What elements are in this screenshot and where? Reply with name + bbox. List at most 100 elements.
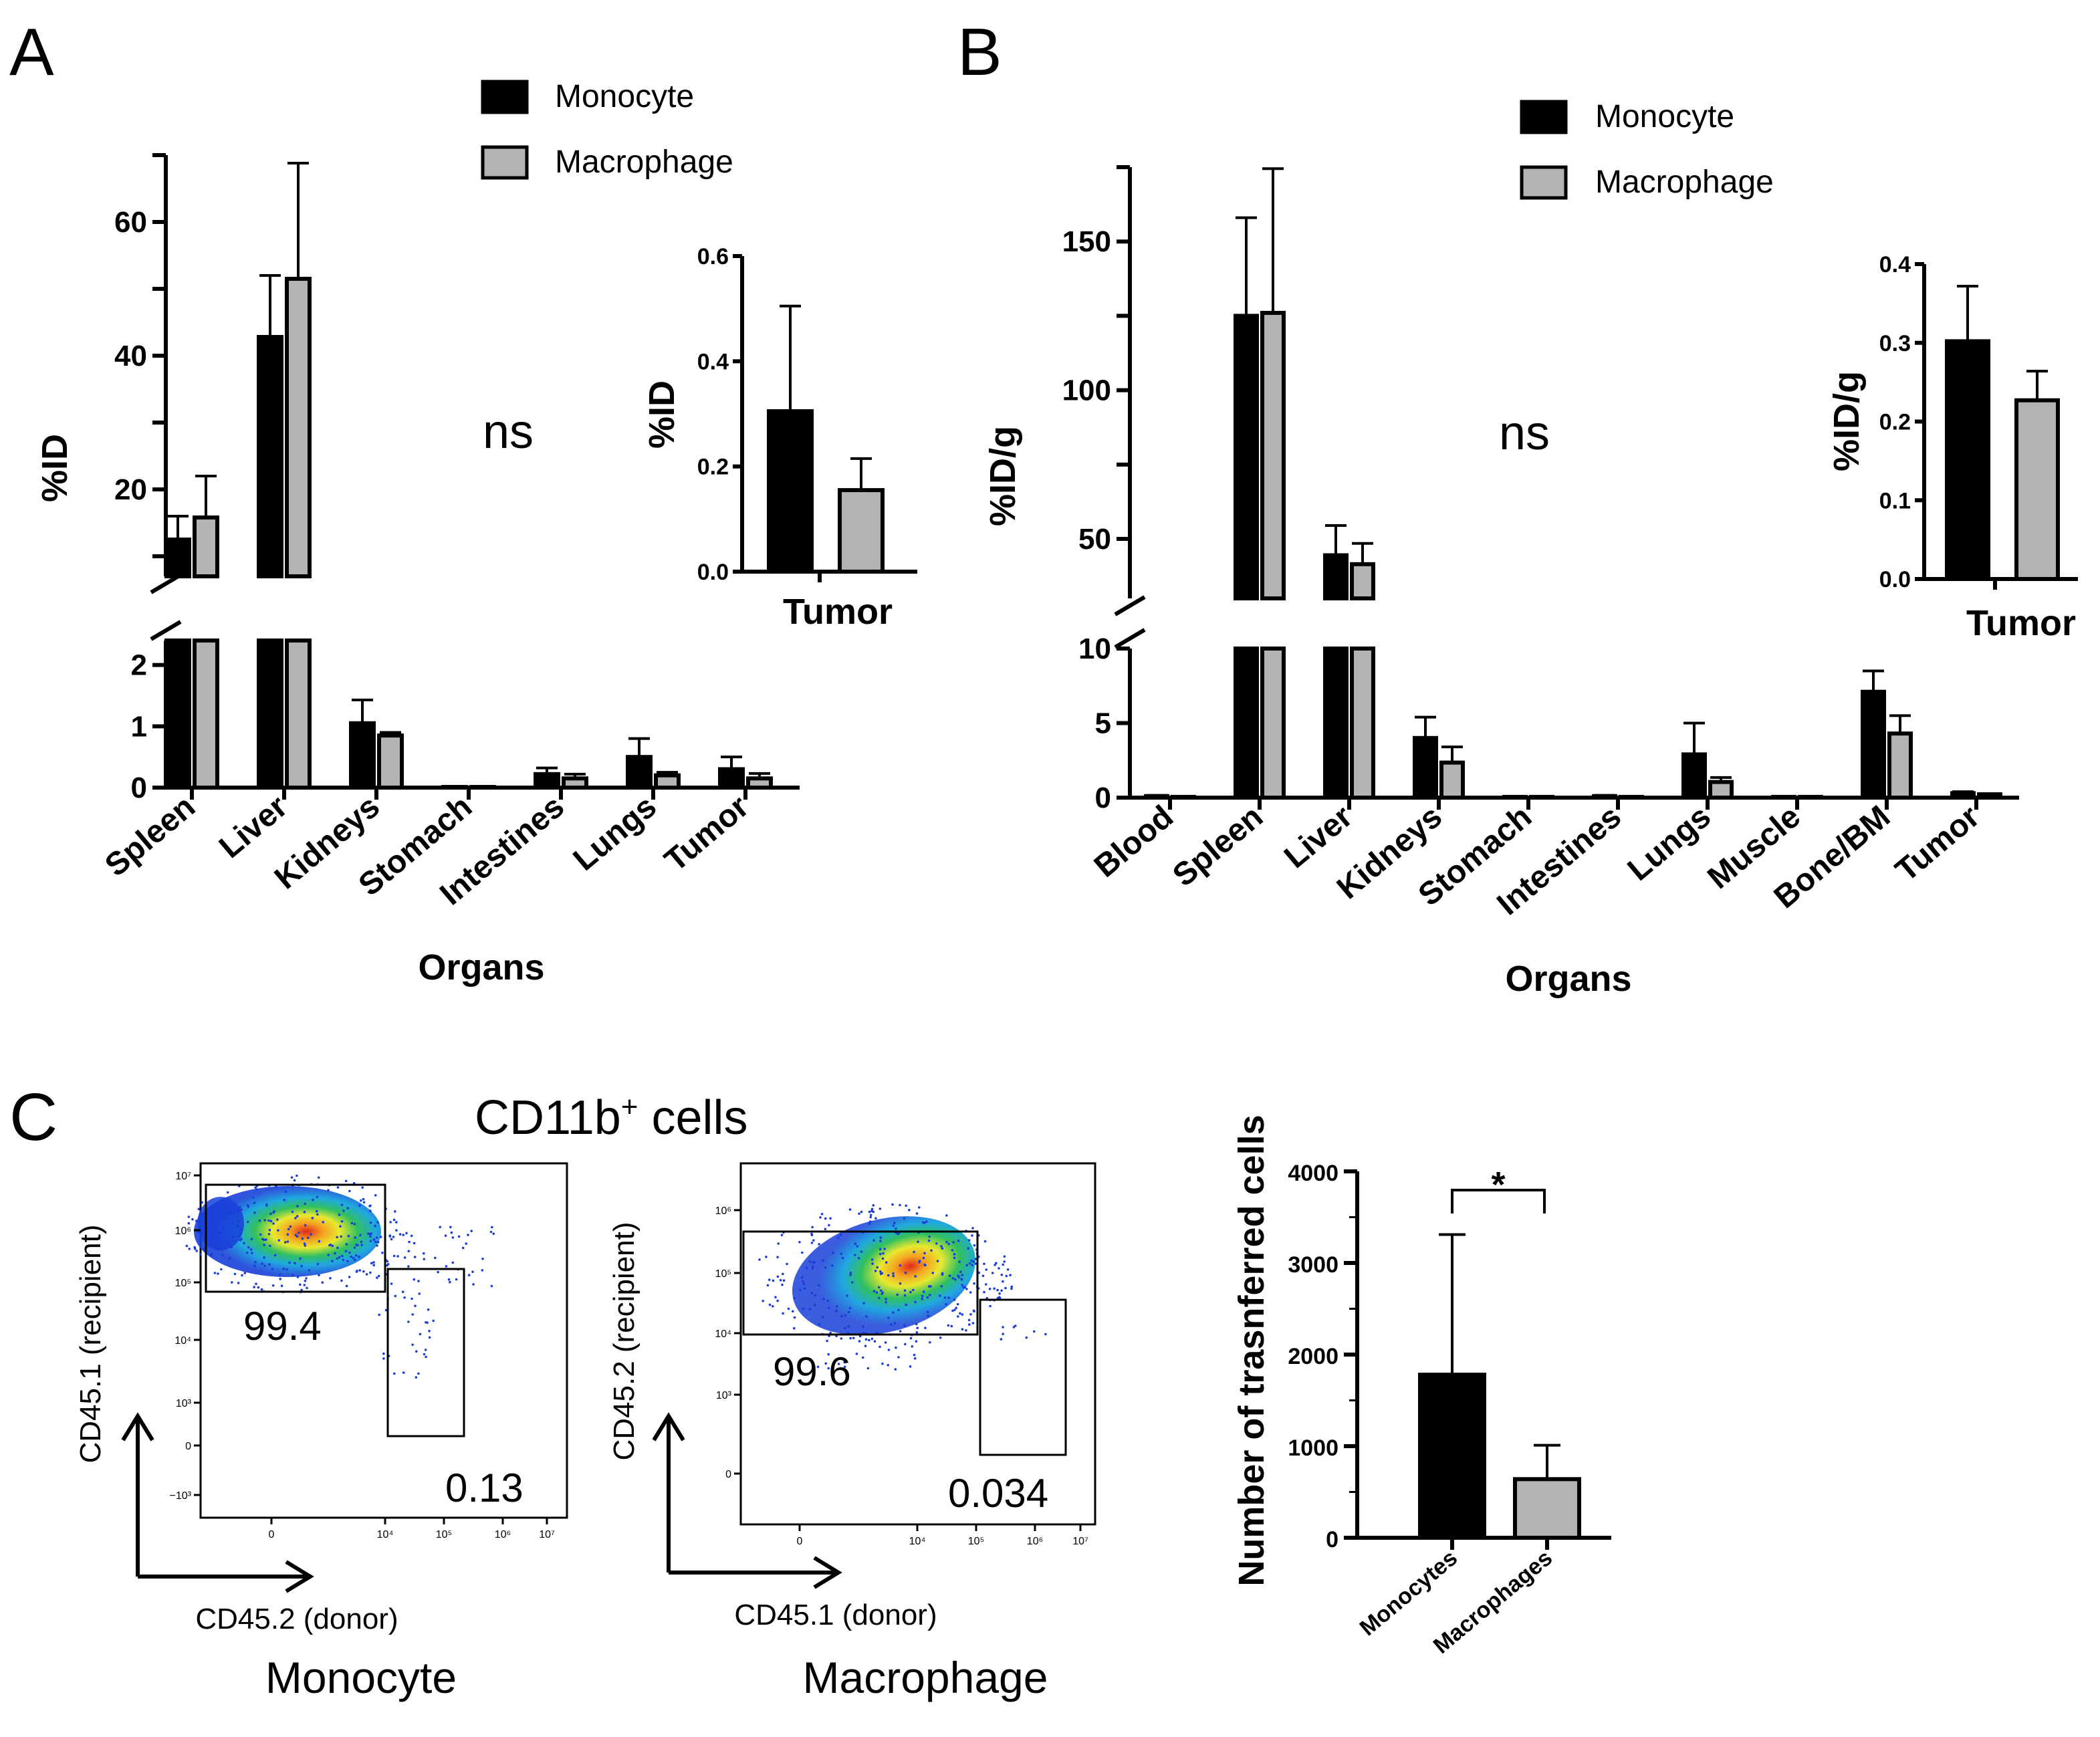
- flow-event-dot: [228, 1211, 231, 1213]
- flow-event-dot: [407, 1320, 410, 1323]
- flow-y-tick-label: 10⁴: [715, 1328, 731, 1340]
- flow-event-dot: [217, 1211, 220, 1215]
- flow-event-dot: [959, 1270, 962, 1273]
- flow-event-dot: [927, 1285, 931, 1288]
- flow-event-dot: [423, 1353, 426, 1356]
- flow-plot-2-gate-recipient: [742, 1230, 979, 1336]
- flow-event-dot: [930, 1249, 933, 1252]
- flow-event-dot: [953, 1253, 956, 1256]
- flow-event-dot: [974, 1262, 977, 1265]
- flow-event-dot: [820, 1213, 824, 1215]
- flow-event-dot: [195, 1220, 198, 1222]
- flow-event-dot: [947, 1242, 950, 1246]
- flow-event-dot: [776, 1275, 780, 1278]
- panel-label-b: B: [957, 15, 1002, 90]
- flow-event-dot: [973, 1244, 976, 1247]
- flow-event-dot: [457, 1235, 461, 1238]
- flow-event-dot: [358, 1256, 360, 1258]
- flow-event-dot: [277, 1229, 279, 1232]
- flow-plot-2-x-arrowhead: [813, 1556, 842, 1589]
- flow-event-dot: [993, 1287, 996, 1290]
- flow-event-dot: [369, 1240, 372, 1243]
- B-inset-y-tick-label: 0.3: [1879, 331, 1911, 356]
- flow-event-dot: [911, 1345, 914, 1348]
- flow-event-dot: [858, 1212, 860, 1215]
- flow-event-dot: [843, 1361, 846, 1364]
- flow-event-dot: [336, 1246, 339, 1250]
- flow-event-dot: [299, 1257, 302, 1260]
- flow-event-dot: [472, 1283, 475, 1286]
- flow-event-dot: [467, 1234, 469, 1236]
- B-bar-monocyte-lungs: [1681, 752, 1707, 800]
- flow-event-dot: [291, 1210, 294, 1213]
- flow-event-dot: [296, 1235, 299, 1238]
- flow-event-dot: [870, 1258, 874, 1261]
- legend-b-macrophage-swatch: [1520, 165, 1568, 200]
- flow-event-dot: [200, 1233, 203, 1236]
- flow-event-dot: [376, 1221, 379, 1224]
- flow-event-dot: [368, 1233, 372, 1236]
- flow-event-dot: [221, 1248, 224, 1251]
- flow-event-dot: [965, 1264, 968, 1267]
- flow-plot-2-y-axis-label: CD45.2 (recipient): [608, 1222, 640, 1460]
- flow-event-dot: [331, 1244, 334, 1248]
- flow-event-dot: [915, 1322, 918, 1326]
- flow-event-dot: [212, 1233, 215, 1236]
- flow-event-dot: [428, 1330, 431, 1333]
- flow-event-dot: [481, 1269, 484, 1272]
- A-bar-monocyte-lungs: [626, 755, 653, 790]
- flow-event-dot: [808, 1308, 811, 1310]
- flow-event-dot: [939, 1294, 941, 1297]
- flow-event-dot: [1009, 1274, 1012, 1276]
- flow-event-dot: [253, 1201, 256, 1204]
- flow-event-dot: [909, 1290, 912, 1294]
- legend-a-macrophage-label: Macrophage: [555, 144, 733, 180]
- flow-event-dot: [296, 1215, 299, 1218]
- B-axis-break-upper: [1114, 595, 1146, 616]
- flow-event-dot: [294, 1217, 297, 1220]
- flow-event-dot: [879, 1252, 882, 1256]
- A-inset-bar-monocyte: [767, 409, 814, 574]
- flow-event-dot: [331, 1260, 334, 1262]
- flow-event-dot: [811, 1265, 814, 1268]
- flow-x-tick-label: 10⁶: [495, 1529, 511, 1540]
- flow-event-dot: [852, 1337, 855, 1339]
- flow-event-dot: [316, 1213, 319, 1216]
- flow-event-dot: [336, 1186, 340, 1189]
- flow-event-dot: [772, 1279, 775, 1282]
- flow-event-dot: [945, 1303, 947, 1306]
- flow-event-dot: [347, 1235, 350, 1238]
- panel-c-title: CD11b+ cells: [475, 1090, 748, 1145]
- flow-event-dot: [968, 1323, 971, 1326]
- A-bar-macrophage-liver-upper: [285, 277, 312, 578]
- A-y-tick-label-upper: 40: [114, 340, 147, 372]
- flow-event-dot: [398, 1233, 402, 1236]
- flow-event-dot: [953, 1256, 956, 1260]
- flow-event-dot: [824, 1362, 827, 1365]
- flow-y-tick-label: 0: [185, 1441, 191, 1452]
- flow-event-dot: [197, 1230, 200, 1234]
- flow-event-dot: [776, 1256, 779, 1259]
- flow-event-dot: [856, 1245, 859, 1248]
- flow-event-dot: [914, 1275, 917, 1278]
- flow-event-dot: [276, 1218, 279, 1221]
- flow-event-dot: [233, 1211, 236, 1215]
- flow-x-tick-label: 10⁴: [377, 1529, 394, 1540]
- flow-event-dot: [300, 1264, 303, 1268]
- flow-event-dot: [437, 1270, 439, 1274]
- flow-event-dot: [866, 1367, 870, 1370]
- flow-event-dot: [338, 1256, 341, 1259]
- flow-event-dot: [758, 1258, 761, 1261]
- flow-event-dot: [879, 1236, 883, 1239]
- flow-event-dot: [890, 1323, 893, 1326]
- flow-event-dot: [229, 1257, 231, 1260]
- flow-event-dot: [1012, 1326, 1016, 1328]
- flow-plot-1-density-edge: [197, 1197, 244, 1250]
- flow-event-dot: [762, 1300, 764, 1302]
- flow-event-dot: [884, 1341, 887, 1344]
- flow-y-tick-label: 10⁵: [715, 1268, 731, 1280]
- B-bar-monocyte-liver-upper: [1323, 553, 1349, 600]
- flow-event-dot: [871, 1262, 874, 1265]
- flow-event-dot: [903, 1217, 906, 1220]
- flow-event-dot: [427, 1308, 430, 1311]
